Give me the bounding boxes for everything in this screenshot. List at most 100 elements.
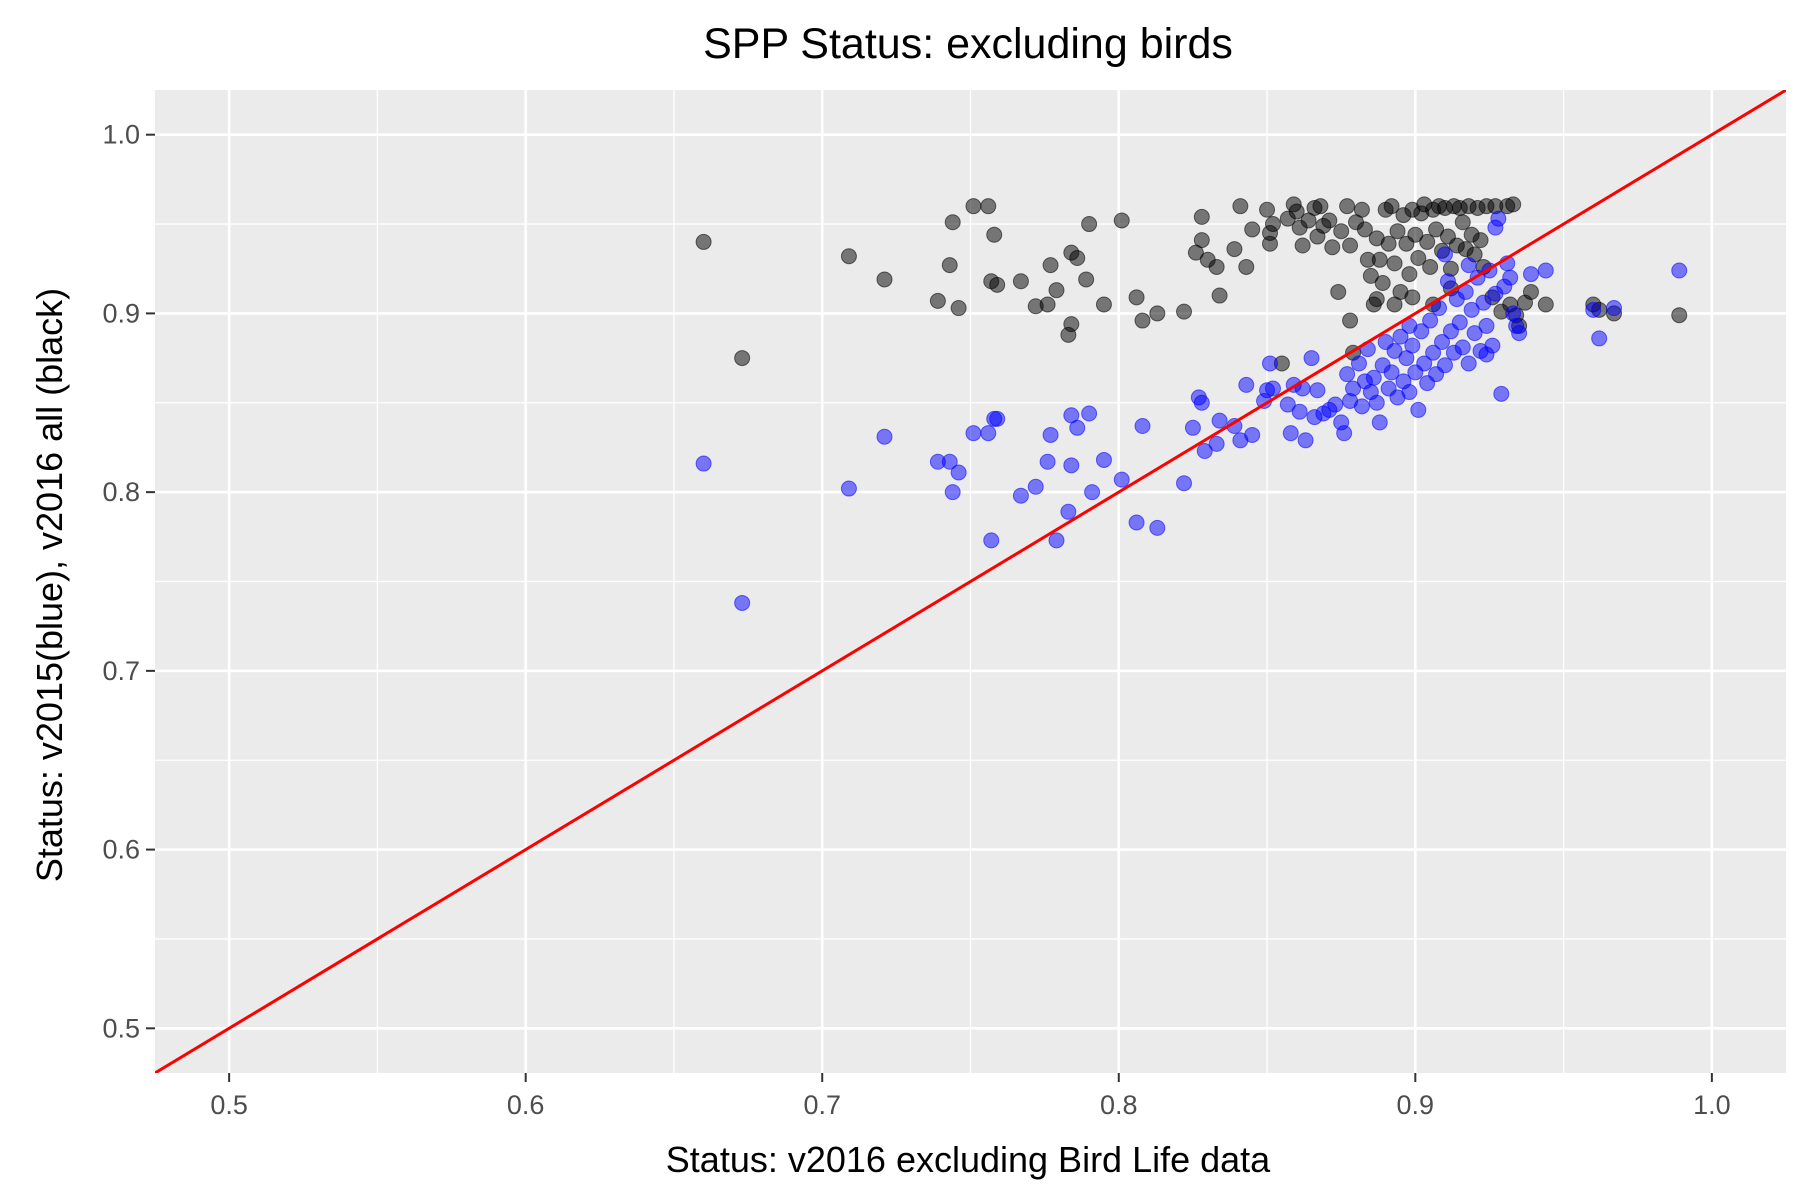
data-point bbox=[1095, 451, 1112, 468]
data-point bbox=[1069, 419, 1086, 436]
data-point bbox=[980, 425, 997, 442]
data-point bbox=[1463, 301, 1480, 318]
data-point bbox=[989, 410, 1006, 427]
data-point bbox=[1478, 346, 1495, 363]
data-point bbox=[840, 248, 857, 265]
data-point bbox=[1279, 396, 1296, 413]
data-point bbox=[1324, 239, 1341, 256]
data-point bbox=[1416, 355, 1433, 372]
data-point bbox=[1466, 325, 1483, 342]
data-point bbox=[1264, 216, 1281, 233]
data-point bbox=[986, 226, 1003, 243]
data-point bbox=[1238, 258, 1255, 275]
data-point bbox=[1365, 369, 1382, 386]
data-point bbox=[1392, 328, 1409, 345]
data-point bbox=[876, 428, 893, 445]
data-point bbox=[980, 198, 997, 215]
data-point bbox=[1345, 380, 1362, 397]
data-point bbox=[1193, 208, 1210, 225]
x-axis: 0.5 0.6 0.7 0.8 0.9 1.0 bbox=[210, 1073, 1731, 1120]
data-point bbox=[1671, 307, 1688, 324]
data-point bbox=[950, 464, 967, 481]
data-point bbox=[1042, 426, 1059, 443]
data-point bbox=[1048, 282, 1065, 299]
data-points bbox=[695, 196, 1688, 611]
data-point bbox=[1259, 201, 1276, 218]
data-point bbox=[1176, 475, 1193, 492]
data-point bbox=[1084, 484, 1101, 501]
y-tick-label: 0.5 bbox=[102, 1013, 140, 1043]
data-point bbox=[1244, 221, 1261, 238]
y-tick-label: 0.8 bbox=[102, 477, 140, 507]
data-point bbox=[1208, 258, 1225, 275]
data-point bbox=[1312, 198, 1329, 215]
data-point bbox=[1060, 503, 1077, 520]
series-blue-points bbox=[695, 210, 1688, 611]
data-point bbox=[965, 198, 982, 215]
data-point bbox=[929, 292, 946, 309]
data-point bbox=[1244, 426, 1261, 443]
data-point bbox=[1113, 212, 1130, 229]
data-point bbox=[1428, 221, 1445, 238]
x-tick-label: 0.9 bbox=[1397, 1090, 1435, 1120]
data-point bbox=[1294, 237, 1311, 254]
data-point bbox=[1128, 289, 1145, 306]
data-point bbox=[1606, 300, 1623, 317]
data-point bbox=[1303, 350, 1320, 367]
data-point bbox=[1012, 487, 1029, 504]
data-point bbox=[695, 233, 712, 250]
data-point bbox=[1321, 212, 1338, 229]
data-point bbox=[1380, 235, 1397, 252]
data-point bbox=[1342, 237, 1359, 254]
data-point bbox=[1211, 287, 1228, 304]
data-point bbox=[1012, 273, 1029, 290]
data-point bbox=[1184, 419, 1201, 436]
data-point bbox=[1401, 266, 1418, 283]
series-black-points bbox=[695, 196, 1688, 372]
data-point bbox=[1356, 221, 1373, 238]
data-point bbox=[1078, 271, 1095, 288]
data-point bbox=[1522, 266, 1539, 283]
major-gridlines bbox=[155, 90, 1786, 1073]
data-point bbox=[1350, 355, 1367, 372]
data-point bbox=[1591, 330, 1608, 347]
data-point bbox=[1353, 201, 1370, 218]
data-point bbox=[1371, 251, 1388, 268]
data-point bbox=[944, 214, 961, 231]
y-axis: 0.5 0.6 0.7 0.8 0.9 1.0 bbox=[102, 120, 155, 1043]
x-tick-label: 0.7 bbox=[803, 1090, 841, 1120]
data-point bbox=[950, 300, 967, 317]
data-point bbox=[1297, 432, 1314, 449]
data-point bbox=[1585, 301, 1602, 318]
x-tick-label: 0.8 bbox=[1100, 1090, 1138, 1120]
data-point bbox=[1327, 396, 1344, 413]
data-point bbox=[1439, 273, 1456, 290]
data-point bbox=[1368, 291, 1385, 308]
data-point bbox=[1128, 514, 1145, 531]
data-point bbox=[1386, 342, 1403, 359]
x-axis-title: Status: v2016 excluding Bird Life data bbox=[666, 1139, 1271, 1180]
data-point bbox=[1081, 405, 1098, 422]
data-point bbox=[1407, 226, 1424, 243]
data-point bbox=[1039, 296, 1056, 313]
y-tick-label: 0.7 bbox=[102, 656, 140, 686]
data-point bbox=[1460, 355, 1477, 372]
data-point bbox=[1436, 246, 1453, 263]
data-point bbox=[840, 480, 857, 497]
data-point bbox=[1386, 255, 1403, 272]
data-point bbox=[734, 594, 751, 611]
data-point bbox=[1404, 337, 1421, 354]
data-point bbox=[1291, 403, 1308, 420]
data-point bbox=[1383, 364, 1400, 381]
data-point bbox=[1282, 425, 1299, 442]
data-point bbox=[1238, 376, 1255, 393]
data-point bbox=[1511, 325, 1528, 342]
data-point bbox=[1671, 262, 1688, 279]
data-point bbox=[1330, 283, 1347, 300]
y-axis-title: Status: v2015(blue), v2016 all (black) bbox=[29, 288, 70, 882]
data-point bbox=[1042, 257, 1059, 274]
data-point bbox=[1113, 471, 1130, 488]
data-point bbox=[1383, 198, 1400, 215]
